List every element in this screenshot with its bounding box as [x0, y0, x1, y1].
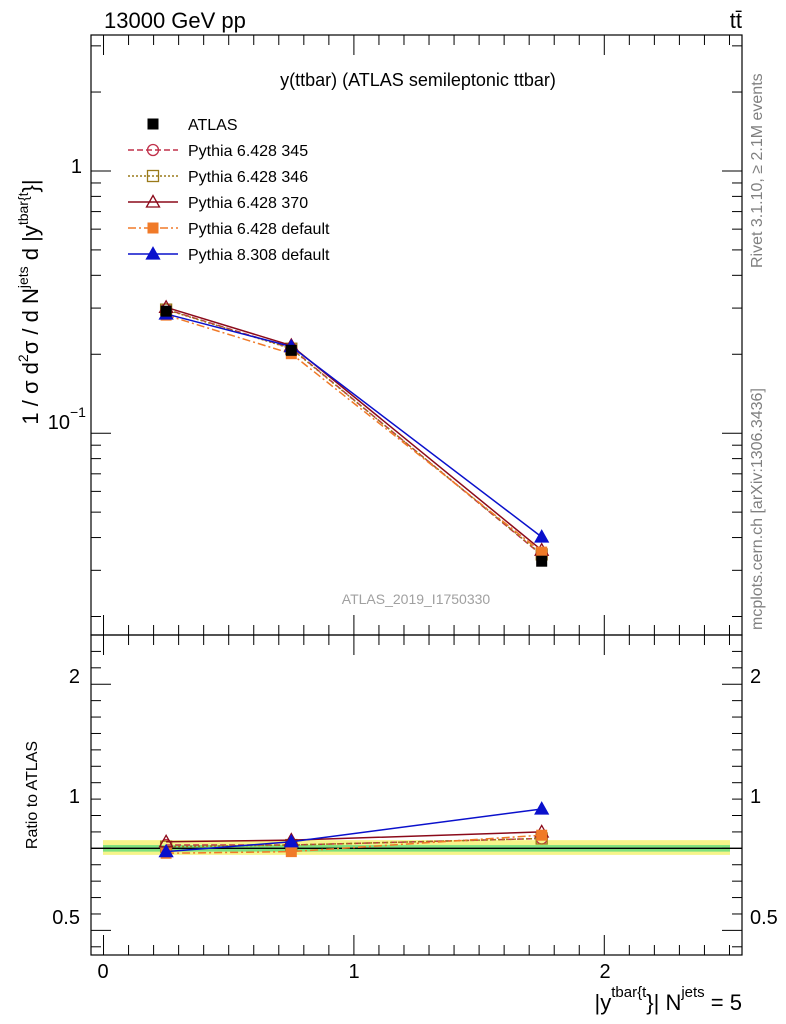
series-line-pythia-6-428-346 — [165, 308, 543, 555]
legend-marker-pythia-6-428-default — [147, 222, 159, 234]
legend-marker-atlas — [147, 118, 159, 130]
x-axis-label: |ytbar{t}| Njets = 5 — [595, 984, 742, 1015]
legend-marker-pythia-6-428-345 — [146, 143, 160, 157]
legend-label-pythia-6-428-346: Pythia 6.428 346 — [188, 169, 308, 186]
point-atlas — [285, 344, 297, 356]
ratio-point-pythia-6-428-default — [536, 829, 548, 841]
x-tick-label-1: 1 — [348, 961, 359, 983]
header-process-label: tt̄ — [730, 8, 742, 33]
ratio-tick-label-right-0.5: 0.5 — [750, 907, 778, 929]
legend: ATLAS Pythia 6.428 345 Pythia 6.428 346 Pyt… — [128, 117, 330, 264]
ratio-axis-ticks — [91, 634, 742, 948]
point-pythia-6-428-default — [536, 546, 548, 558]
legend-label-atlas: ATLAS — [188, 117, 238, 134]
ratio-line-pythia-6-428-default — [166, 834, 542, 855]
rivet-version-label: Rivet 3.1.10, ≥ 2.1M events — [749, 73, 766, 268]
point-atlas — [160, 305, 172, 317]
ratio-point-pythia-6-428-default — [285, 846, 297, 858]
legend-marker-pythia-6-428-370 — [145, 194, 161, 208]
legend-label-pythia-6-428-345: Pythia 6.428 345 — [188, 143, 308, 160]
series-line-pythia-6-428-default — [165, 314, 543, 553]
y-tick-label-0.1-exponent: −1 — [70, 404, 86, 420]
ratio-series-layer — [158, 801, 550, 859]
ratio-tick-label-1: 1 — [69, 786, 80, 808]
ratio-tick-label-0.5: 0.5 — [52, 907, 80, 929]
x-tick-label-2: 2 — [599, 961, 610, 983]
legend-label-pythia-8-308-default: Pythia 8.308 default — [188, 247, 330, 264]
legend-marker-pythia-8-308-default — [145, 246, 161, 260]
main-axis-ticks — [91, 45, 742, 617]
ratio-point-pythia-8-308-default — [158, 843, 174, 858]
series-line-pythia-6-428-370 — [165, 306, 543, 551]
header-energy-label: 13000 GeV pp — [104, 8, 246, 33]
point-atlas — [536, 555, 548, 567]
x-axis-ticks — [103, 35, 730, 955]
y-tick-label-1: 1 — [71, 156, 82, 178]
legend-label-pythia-6-428-370: Pythia 6.428 370 — [188, 195, 308, 212]
mcplots-label: mcplots.cern.ch [arXiv:1306.3436] — [749, 388, 766, 630]
series-layer — [158, 299, 550, 567]
ratio-y-axis-label: Ratio to ATLAS — [24, 741, 41, 849]
x-tick-label-0: 0 — [97, 961, 108, 983]
ratio-tick-label-2: 2 — [69, 666, 80, 688]
ratio-point-pythia-8-308-default — [283, 833, 299, 848]
point-pythia-8-308-default — [534, 529, 550, 543]
series-line-pythia-6-428-345 — [165, 308, 543, 556]
chart-title: y(ttbar) (ATLAS semileptonic ttbar) — [280, 70, 556, 90]
ratio-tick-label-right-2: 2 — [750, 666, 761, 688]
ratio-tick-label-right-1: 1 — [750, 786, 761, 808]
y-tick-label-0.1: 10 — [48, 412, 70, 434]
ratio-point-pythia-8-308-default — [534, 801, 550, 815]
y-axis-label: 1 / σ d2σ / d Njets d |ytbar{t}| — [15, 179, 43, 424]
legend-marker-pythia-6-428-346 — [146, 169, 160, 183]
ratio-panel-frame — [90, 634, 743, 956]
analysis-watermark: ATLAS_2019_I1750330 — [342, 591, 491, 607]
legend-label-pythia-6-428-default: Pythia 6.428 default — [188, 221, 330, 238]
